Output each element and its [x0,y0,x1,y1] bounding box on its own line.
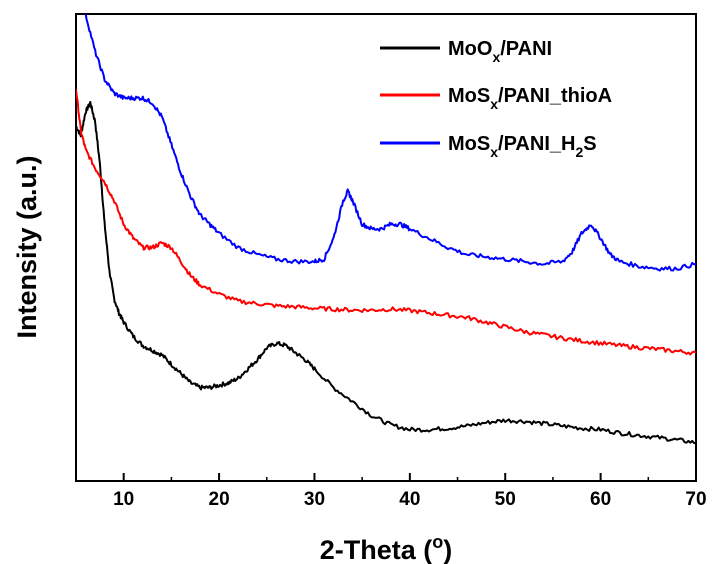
x-tick-label-60: 60 [590,489,611,510]
x-tick-label-10: 10 [113,489,134,510]
plot-frame [75,13,697,482]
x-tick-label-40: 40 [399,489,420,510]
legend-label-mosx-thioa: MoSx/PANI_thioA [448,85,612,112]
series-layer [76,14,696,445]
x-tick-label-50: 50 [495,489,516,510]
x-tick-label-70: 70 [685,489,706,510]
legend-label-moox: MoOx/PANI [448,38,552,65]
legend: MoOx/PANI MoSx/PANI_thioA MoSx/PANI_H2S [380,38,612,160]
series-line-1 [76,89,696,356]
x-axis-title: 2-Theta (o) [320,532,453,564]
x-axis: 10 20 30 40 50 60 70 [75,473,707,510]
legend-label-mosx-h2s: MoSx/PANI_H2S [448,133,597,160]
series-line-0 [76,101,696,445]
x-tick-label-30: 30 [304,489,325,510]
x-tick-label-20: 20 [209,489,230,510]
y-axis-title: Intensity (a.u.) [12,155,42,338]
series-line-2 [84,14,696,272]
